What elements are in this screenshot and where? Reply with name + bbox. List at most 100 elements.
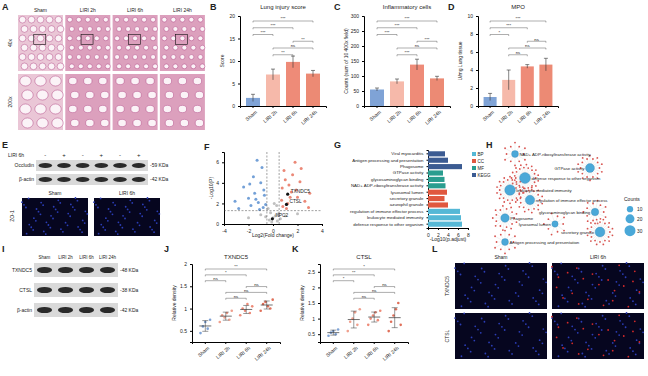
alveolus [164, 45, 169, 50]
term-node [591, 208, 598, 215]
nucleus [139, 213, 141, 215]
gene-node [528, 209, 530, 211]
nucleus [470, 351, 472, 353]
stain-signal [551, 266, 553, 268]
bar [428, 215, 461, 220]
blot-background [34, 283, 118, 297]
tick-mark [476, 34, 478, 35]
alveolus [191, 45, 196, 50]
nucleus [528, 276, 530, 278]
nucleus [124, 218, 126, 220]
alveolus [117, 64, 122, 69]
nucleus [470, 301, 472, 303]
tick: 15 [229, 36, 240, 42]
tick: 4 [216, 180, 224, 186]
data-point [390, 320, 393, 323]
alveolus [85, 36, 90, 41]
data-point [270, 220, 273, 223]
tick-mark [362, 76, 364, 77]
row-label: 200x [7, 96, 13, 107]
nucleus [21, 201, 23, 203]
stain-signal [562, 297, 564, 299]
data-point [281, 205, 284, 208]
tick-mark [238, 84, 240, 85]
nucleus [139, 224, 141, 226]
blot-band [132, 177, 145, 182]
significance-label: * [363, 264, 365, 269]
gene-node [541, 203, 543, 205]
tick: secretory granule [390, 196, 428, 201]
alveolus [164, 27, 169, 32]
fluorescence-image [552, 313, 644, 359]
nucleus [571, 275, 573, 277]
threshold-line [266, 152, 267, 224]
histology-image [113, 15, 158, 71]
nucleus [30, 226, 32, 228]
tick: 6 [216, 159, 224, 165]
nucleus [491, 345, 493, 347]
nucleus [570, 340, 572, 342]
stain-signal [634, 320, 636, 322]
gene-node [599, 167, 601, 169]
data-point [294, 161, 297, 164]
stain-signal [571, 342, 573, 344]
nucleus [467, 298, 469, 300]
error-bar [525, 65, 529, 69]
nucleus [528, 326, 530, 328]
annotated-point [271, 217, 274, 220]
data-point [247, 197, 250, 200]
data-point [307, 206, 310, 209]
alveolus [96, 64, 101, 69]
alveolus [135, 45, 140, 50]
nucleus [608, 353, 610, 355]
column-label: LIRI 24h [173, 7, 192, 13]
plot-area [484, 58, 553, 106]
nucleus [501, 326, 503, 328]
axis-line [479, 107, 559, 109]
nucleus [149, 226, 151, 228]
gene-node [524, 211, 526, 213]
tick-label: -2 [247, 228, 252, 234]
term-label: regulation of immune effector process [536, 198, 608, 203]
alveolus [171, 17, 176, 22]
tick-label: regulation of immune effector process [350, 209, 424, 214]
tick-mark [476, 70, 478, 71]
nucleus [557, 324, 559, 326]
tick-mark [417, 106, 418, 108]
gene-node [504, 147, 506, 149]
gene-node [512, 172, 514, 174]
gene-node [514, 175, 516, 177]
tick: LIRI 2h [215, 342, 231, 360]
nucleus [114, 204, 116, 206]
tick: Sham [481, 106, 495, 122]
nucleus [60, 228, 62, 230]
tick: LIRI 24h [424, 106, 443, 126]
nucleus [28, 224, 30, 226]
tick: 8 [467, 228, 470, 238]
alveolus [117, 27, 122, 32]
band-label: Occludin [15, 162, 35, 168]
blot-background [34, 303, 118, 317]
nucleus [121, 227, 123, 229]
tick-label: 0.5 [308, 331, 315, 337]
legend-circle [627, 206, 633, 212]
gene-node [524, 159, 526, 161]
data-point [285, 207, 288, 210]
gene-node [495, 209, 497, 211]
annotated-point [285, 203, 288, 206]
axis: ShamLIRI 2hLIRI 6hLIRI 24h [193, 342, 281, 362]
column-label: LIRI 6h [590, 254, 606, 260]
nucleus [518, 295, 520, 297]
nucleus [561, 294, 563, 296]
tick-label: lysosomal lumen [391, 190, 424, 195]
nucleus [508, 300, 510, 302]
nucleus [457, 320, 459, 322]
nucleus [131, 202, 133, 204]
nucleus [55, 209, 57, 211]
nucleus [137, 222, 139, 224]
nucleus [463, 263, 465, 265]
alveolus [200, 64, 205, 69]
alveolus [153, 27, 158, 32]
blot-band [100, 287, 115, 293]
nucleus [142, 204, 144, 206]
